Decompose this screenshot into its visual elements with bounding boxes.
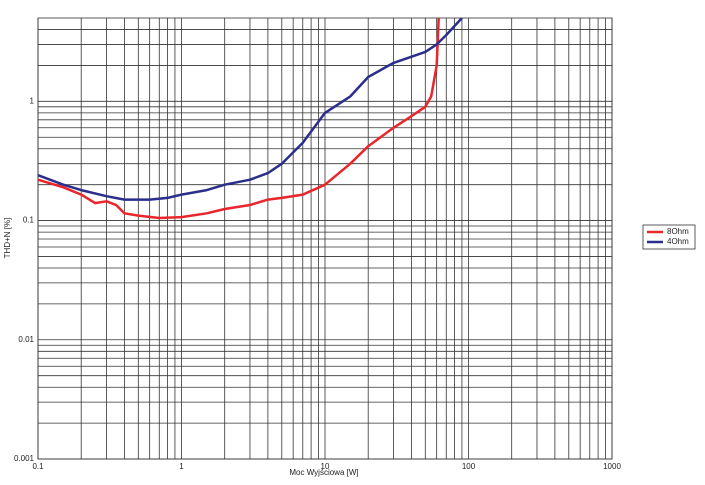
y-tick-label: 0.01 bbox=[18, 335, 34, 344]
legend-label: 8Ohm bbox=[667, 227, 689, 236]
y-tick-label: 0.1 bbox=[23, 216, 35, 225]
x-axis-label: Moc Wyjściowa [W] bbox=[289, 468, 358, 477]
y-tick-label: 1 bbox=[30, 96, 35, 105]
x-tick-label: 1 bbox=[179, 462, 184, 471]
series-line bbox=[38, 18, 463, 201]
y-axis-label: THD+N [%] bbox=[3, 218, 12, 259]
x-tick-label: 0.1 bbox=[32, 462, 44, 471]
legend-label: 4Ohm bbox=[667, 237, 689, 246]
y-tick-label: 0.001 bbox=[14, 454, 35, 463]
legend-box bbox=[642, 224, 696, 250]
x-tick-label: 100 bbox=[462, 462, 476, 471]
x-tick-label: 1000 bbox=[603, 462, 621, 471]
x-tick-label: 10 bbox=[321, 462, 330, 471]
series-line bbox=[38, 18, 440, 220]
